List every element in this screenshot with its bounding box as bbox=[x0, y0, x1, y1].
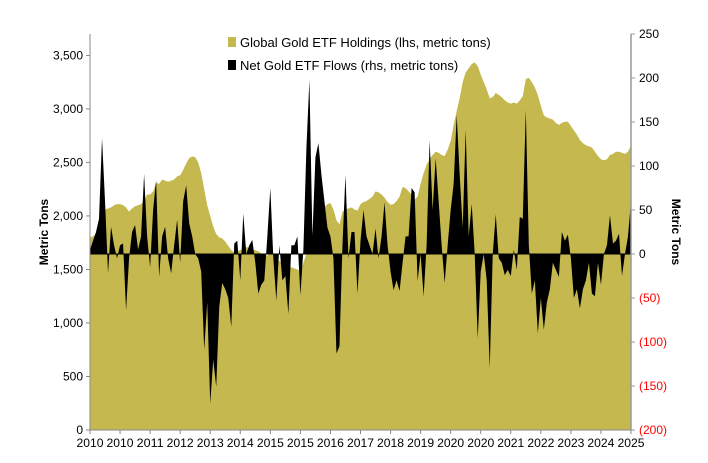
plot-area bbox=[90, 62, 631, 431]
legend-label-flows: Net Gold ETF Flows (rhs, metric tons) bbox=[240, 58, 458, 73]
left-tick-label: 3,500 bbox=[53, 48, 83, 62]
x-tick-label: 2013 bbox=[197, 436, 224, 450]
legend-swatch-flows bbox=[228, 60, 236, 70]
right-tick-label: 250 bbox=[639, 27, 659, 41]
left-tick-label: 2,500 bbox=[53, 155, 83, 169]
right-tick-label: (200) bbox=[639, 423, 667, 437]
x-tick-label: 2025 bbox=[618, 436, 645, 450]
axes: 05001,0001,5002,0002,5003,0003,500250200… bbox=[53, 27, 667, 450]
right-tick-label: 50 bbox=[639, 203, 653, 217]
x-tick-label: 2014 bbox=[227, 436, 254, 450]
right-tick-label: (100) bbox=[639, 335, 667, 349]
x-tick-label: 2010 bbox=[77, 436, 104, 450]
right-tick-label: 0 bbox=[639, 247, 646, 261]
x-tick-label: 2016 bbox=[317, 436, 344, 450]
left-tick-label: 1,000 bbox=[53, 316, 83, 330]
x-tick-label: 2015 bbox=[257, 436, 284, 450]
x-tick-label: 2019 bbox=[407, 436, 434, 450]
left-tick-label: 0 bbox=[76, 423, 83, 437]
right-tick-label: 200 bbox=[639, 71, 659, 85]
x-tick-label: 2012 bbox=[167, 436, 194, 450]
x-tick-label: 2020 bbox=[437, 436, 464, 450]
x-tick-label: 2017 bbox=[347, 436, 374, 450]
right-tick-label: (50) bbox=[639, 291, 660, 305]
x-tick-label: 2011 bbox=[137, 436, 164, 450]
left-tick-label: 3,000 bbox=[53, 102, 83, 116]
x-tick-label: 2022 bbox=[527, 436, 554, 450]
left-axis-title: Metric Tons bbox=[37, 198, 51, 265]
legend: Global Gold ETF Holdings (lhs, metric to… bbox=[228, 35, 491, 73]
x-tick-label: 2015 bbox=[287, 436, 314, 450]
x-tick-label: 2020 bbox=[467, 436, 494, 450]
left-tick-label: 2,000 bbox=[53, 209, 83, 223]
flows-area bbox=[90, 79, 631, 404]
right-tick-label: (150) bbox=[639, 379, 667, 393]
right-tick-label: 150 bbox=[639, 115, 659, 129]
left-tick-label: 500 bbox=[63, 369, 83, 383]
x-tick-label: 2021 bbox=[497, 436, 524, 450]
x-tick-label: 2024 bbox=[587, 436, 614, 450]
legend-label-holdings: Global Gold ETF Holdings (lhs, metric to… bbox=[240, 35, 491, 50]
x-tick-label: 2023 bbox=[557, 436, 584, 450]
right-tick-label: 100 bbox=[639, 159, 659, 173]
legend-swatch-holdings bbox=[228, 37, 236, 47]
x-tick-label: 2018 bbox=[377, 436, 404, 450]
left-tick-label: 1,500 bbox=[53, 262, 83, 276]
right-axis-title: Metric Tons bbox=[669, 199, 683, 266]
x-tick-label: 2010 bbox=[107, 436, 134, 450]
